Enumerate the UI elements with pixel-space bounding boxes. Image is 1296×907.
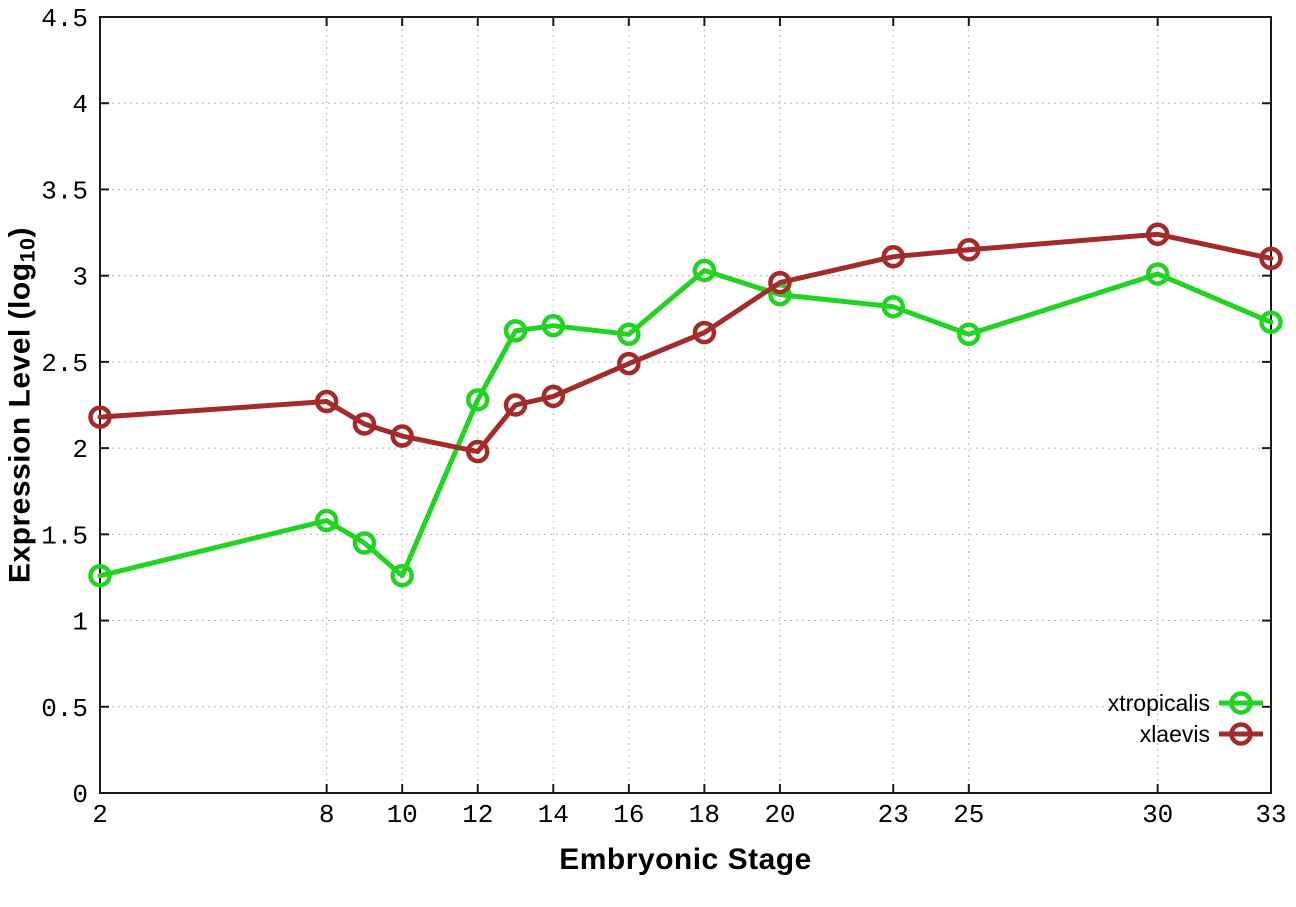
data-point-xlaevis <box>1145 222 1170 247</box>
y-tick-label: 1 <box>72 608 88 638</box>
x-tick-label: 16 <box>613 800 644 830</box>
data-point-xtropicalis <box>352 531 377 555</box>
y-tick-label: 2.5 <box>41 349 88 379</box>
x-tick-label: 10 <box>387 800 418 830</box>
y-tick-label: 1.5 <box>41 521 88 551</box>
axis-ticks <box>99 16 1272 794</box>
x-axis-title: Embryonic Stage <box>559 843 812 876</box>
data-point-xlaevis <box>465 439 490 464</box>
x-tick-label: 12 <box>462 800 493 830</box>
data-point-xtropicalis <box>314 508 339 533</box>
y-axis-title-close: ) <box>3 226 37 238</box>
data-point-xlaevis <box>768 270 792 295</box>
legend-sample-marker-xtropicalis <box>1229 691 1253 715</box>
data-point-xtropicalis <box>1259 310 1283 334</box>
data-point-xtropicalis <box>465 388 490 412</box>
series-line-xlaevis <box>97 231 1274 455</box>
x-tick-label: 2 <box>92 800 108 830</box>
data-point-xtropicalis <box>692 258 717 283</box>
y-tick-label: 0.5 <box>41 694 88 724</box>
data-point-xtropicalis <box>1145 262 1170 286</box>
x-tick-label: 18 <box>689 800 720 830</box>
data-point-xlaevis <box>352 412 377 436</box>
data-point-xtropicalis <box>390 563 414 588</box>
data-point-xtropicalis <box>957 322 981 347</box>
x-tick-label: 33 <box>1255 800 1286 830</box>
legend-entry-xlaevis: xlaevis <box>1140 721 1263 747</box>
y-tick-label: 2 <box>72 435 88 465</box>
y-tick-label: 4.5 <box>41 4 88 34</box>
y-tick-label: 4 <box>72 90 88 120</box>
data-point-xlaevis <box>314 389 339 414</box>
data-point-xlaevis <box>88 405 112 429</box>
plot-border-rect <box>99 16 1272 794</box>
y-axis-title: Expression Level (log10) <box>3 227 40 583</box>
x-tick-label: 8 <box>319 800 335 830</box>
data-point-xlaevis <box>881 244 906 269</box>
y-axis-title-text: Expression Level (log <box>3 262 37 584</box>
x-tick-label: 14 <box>538 800 569 830</box>
y-tick-label: 0 <box>72 780 88 810</box>
x-tick-label: 30 <box>1142 800 1173 830</box>
data-point-xtropicalis <box>617 322 641 347</box>
data-series <box>88 222 1283 588</box>
y-tick-label: 3.5 <box>41 176 88 206</box>
x-tick-label: 20 <box>764 800 795 830</box>
tick-labels: 2 8 10 12 14 16 18 20 23 25 30 33 0 0.5 1 1.5 2 2.5 3 3.5 4 4… <box>41 4 1286 830</box>
data-point-xlaevis <box>692 320 717 345</box>
series-line-xtropicalis <box>97 267 1274 579</box>
legend-entry-xtropicalis: xtropicalis <box>1108 690 1263 716</box>
legend-sample-marker-xlaevis <box>1229 722 1253 746</box>
data-point-xlaevis <box>957 238 981 262</box>
data-point-xtropicalis <box>881 294 906 319</box>
legend: xtropicalis xlaevis <box>1108 690 1263 747</box>
data-point-xtropicalis <box>541 313 566 338</box>
y-axis-title-subscript: 10 <box>14 237 40 263</box>
data-point-xlaevis <box>541 384 566 409</box>
legend-label-xlaevis: xlaevis <box>1140 721 1210 747</box>
x-tick-label: 23 <box>878 800 909 830</box>
y-tick-label: 3 <box>72 263 88 293</box>
data-point-xtropicalis <box>88 563 112 588</box>
data-point-xlaevis <box>1259 246 1283 271</box>
legend-label-xtropicalis: xtropicalis <box>1108 690 1210 716</box>
data-point-xlaevis <box>503 393 528 417</box>
data-point-xtropicalis <box>503 319 528 343</box>
x-tick-label: 25 <box>953 800 984 830</box>
data-point-xlaevis <box>390 424 414 448</box>
plot-border <box>99 16 1272 794</box>
data-point-xlaevis <box>617 351 641 376</box>
